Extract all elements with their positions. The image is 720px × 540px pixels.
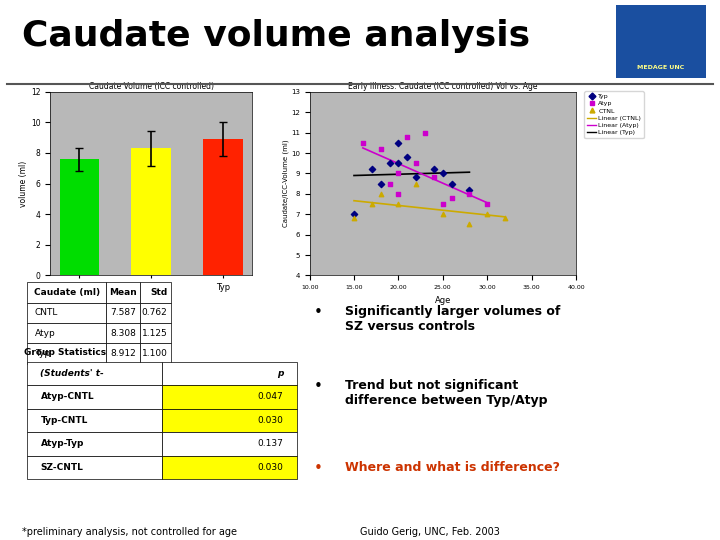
Text: Group Statistics: Group Statistics [24,348,107,356]
Point [392,169,404,178]
Text: Caudate volume analysis: Caudate volume analysis [22,19,530,53]
Point [482,210,493,219]
Point [392,200,404,208]
Text: •: • [314,306,323,320]
Point [437,169,449,178]
Title: Early illness: Caudate (ICC controlled) Vol vs. Age: Early illness: Caudate (ICC controlled) … [348,82,538,91]
Point [428,165,440,174]
Point [464,190,475,198]
Point [482,200,493,208]
Point [499,214,510,222]
Point [392,159,404,167]
Point [437,210,449,219]
Y-axis label: volume (ml): volume (ml) [19,160,28,207]
Text: •: • [314,379,323,394]
Point [410,173,422,182]
Bar [60,159,99,275]
Point [375,145,387,153]
Text: Trend but not significant
difference between Typ/Atyp: Trend but not significant difference bet… [346,379,548,407]
Point [402,153,413,161]
Bar [132,148,171,275]
Bar [203,139,243,275]
Point [366,165,377,174]
Point [366,200,377,208]
Point [410,179,422,188]
Text: •: • [314,461,323,476]
Point [410,159,422,167]
Point [384,179,395,188]
Text: MEDAGE UNC: MEDAGE UNC [637,65,684,70]
Legend: Typ, Atyp, CTNL, Linear (CTNL), Linear (Atyp), Linear (Typ): Typ, Atyp, CTNL, Linear (CTNL), Linear (… [585,91,644,138]
Point [419,129,431,137]
Point [357,138,369,147]
Point [348,214,360,222]
Y-axis label: Caudate/ICC-Volume (ml): Caudate/ICC-Volume (ml) [283,140,289,227]
Text: Where and what is difference?: Where and what is difference? [346,461,560,474]
Text: *preliminary analysis, not controlled for age: *preliminary analysis, not controlled fo… [22,527,237,537]
Point [392,190,404,198]
Point [437,200,449,208]
Text: Significantly larger volumes of
SZ versus controls: Significantly larger volumes of SZ versu… [346,306,561,333]
Point [464,185,475,194]
Point [348,210,360,219]
Text: Guido Gerig, UNC, Feb. 2003: Guido Gerig, UNC, Feb. 2003 [360,527,500,537]
Title: Caudate Volume (ICC controlled): Caudate Volume (ICC controlled) [89,82,214,91]
Point [375,190,387,198]
Point [446,179,457,188]
Point [464,220,475,229]
Point [384,159,395,167]
Point [392,138,404,147]
Point [402,132,413,141]
Point [375,179,387,188]
Point [446,193,457,202]
Point [428,173,440,182]
X-axis label: Age: Age [435,296,451,305]
